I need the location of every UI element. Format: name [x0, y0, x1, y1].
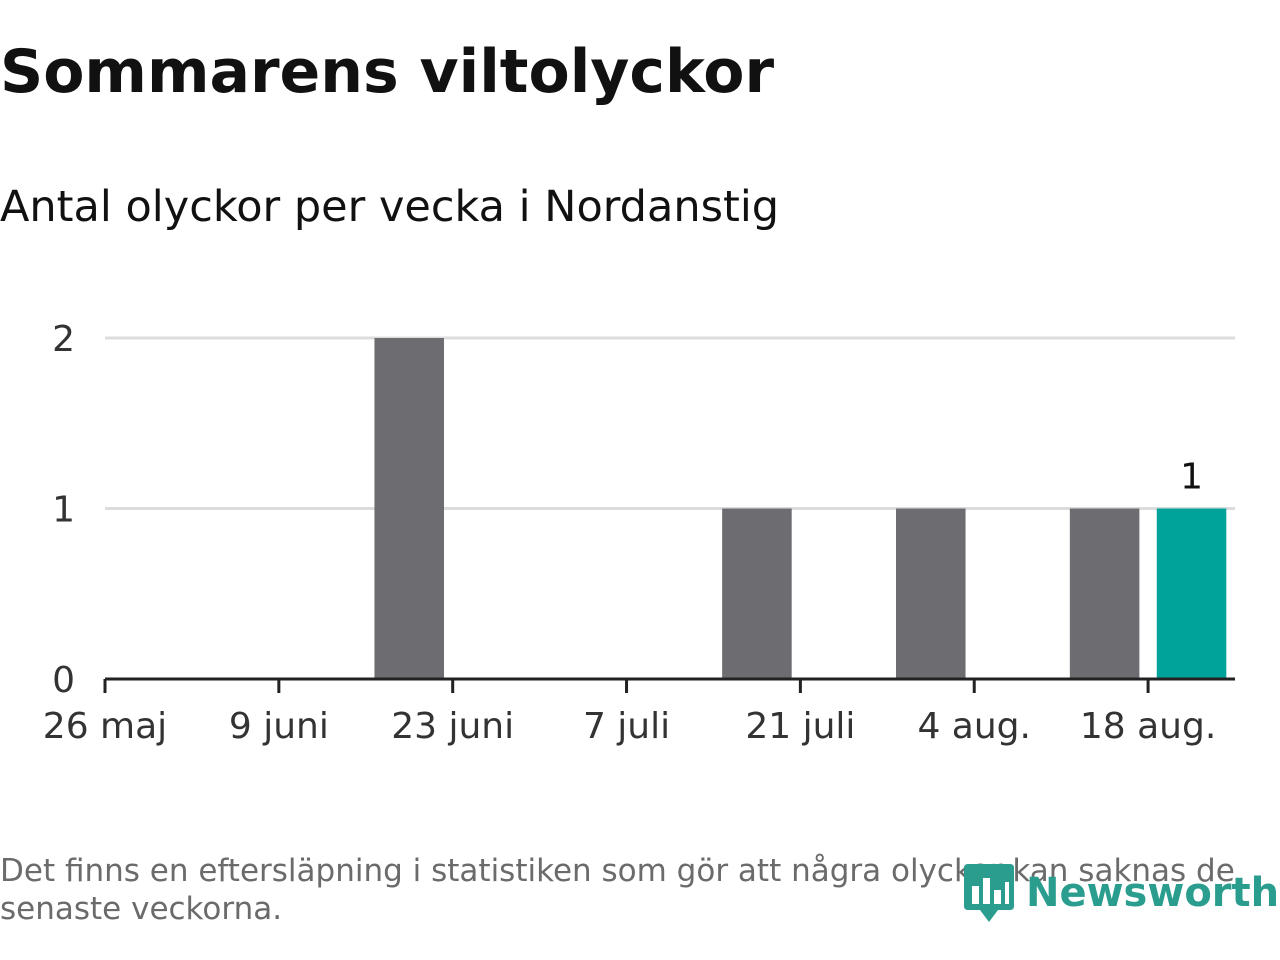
x-tick-label: 23 juni [391, 706, 514, 747]
newsworthy-bar-chart-icon [964, 864, 1014, 922]
footnote: Det finns en eftersläpning i statistiken… [0, 853, 1235, 927]
newsworthy-logo: Newsworthy [962, 860, 1280, 926]
logo-text: Newsworthy [1026, 870, 1280, 916]
bar-chart: 0 1 2 1 26 maj 9 juni 23 juni 7 juli 21 juli 4 au… [43, 319, 1235, 747]
x-tick-label: 26 maj [43, 706, 167, 747]
y-tick-label: 0 [52, 660, 75, 701]
y-tick-label: 1 [52, 490, 75, 531]
y-tick-label: 2 [52, 319, 75, 360]
x-tick-label: 21 juli [745, 706, 855, 747]
bar [374, 338, 444, 679]
bar [1156, 508, 1227, 679]
data-label: 1 [1180, 457, 1203, 498]
bar [1069, 508, 1140, 679]
x-tick-label: 4 aug. [917, 706, 1031, 747]
chart-subtitle: Antal olyckor per vecka i Nordanstig [0, 182, 780, 232]
bar [896, 508, 966, 679]
x-tick-label: 18 aug. [1080, 706, 1216, 747]
x-tick-label: 9 juni [229, 706, 329, 747]
bar [722, 508, 792, 679]
x-tick-label: 7 juli [583, 706, 670, 747]
chart-title: Sommarens viltolyckor [0, 37, 775, 107]
